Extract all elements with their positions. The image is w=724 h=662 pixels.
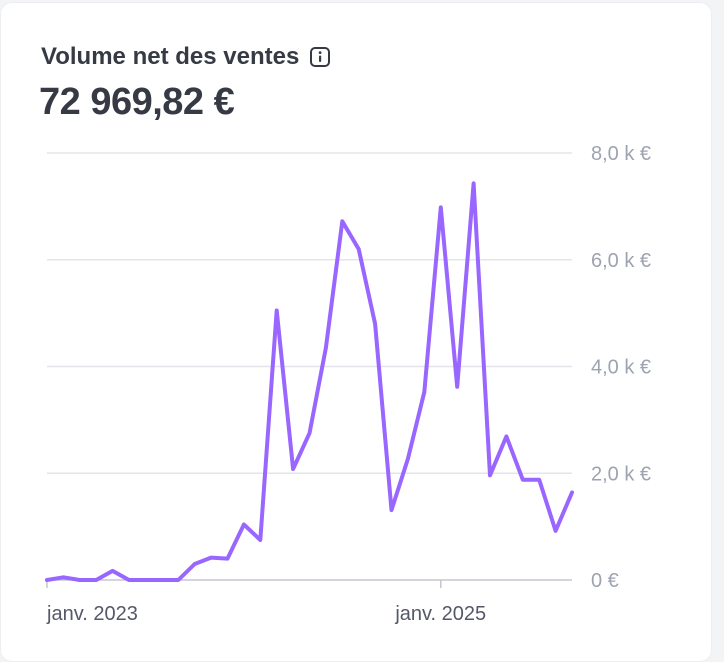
y-tick-label: 2,0 k € (591, 463, 651, 485)
x-tick-label: janv. 2025 (394, 603, 486, 625)
sales-series-line (47, 183, 572, 580)
y-tick-label: 4,0 k € (591, 357, 651, 379)
x-tick-label: janv. 2023 (46, 603, 138, 625)
y-tick-label: 6,0 k € (591, 250, 651, 272)
y-tick-label: 0 € (591, 570, 619, 592)
y-tick-label: 8,0 k € (591, 143, 651, 165)
